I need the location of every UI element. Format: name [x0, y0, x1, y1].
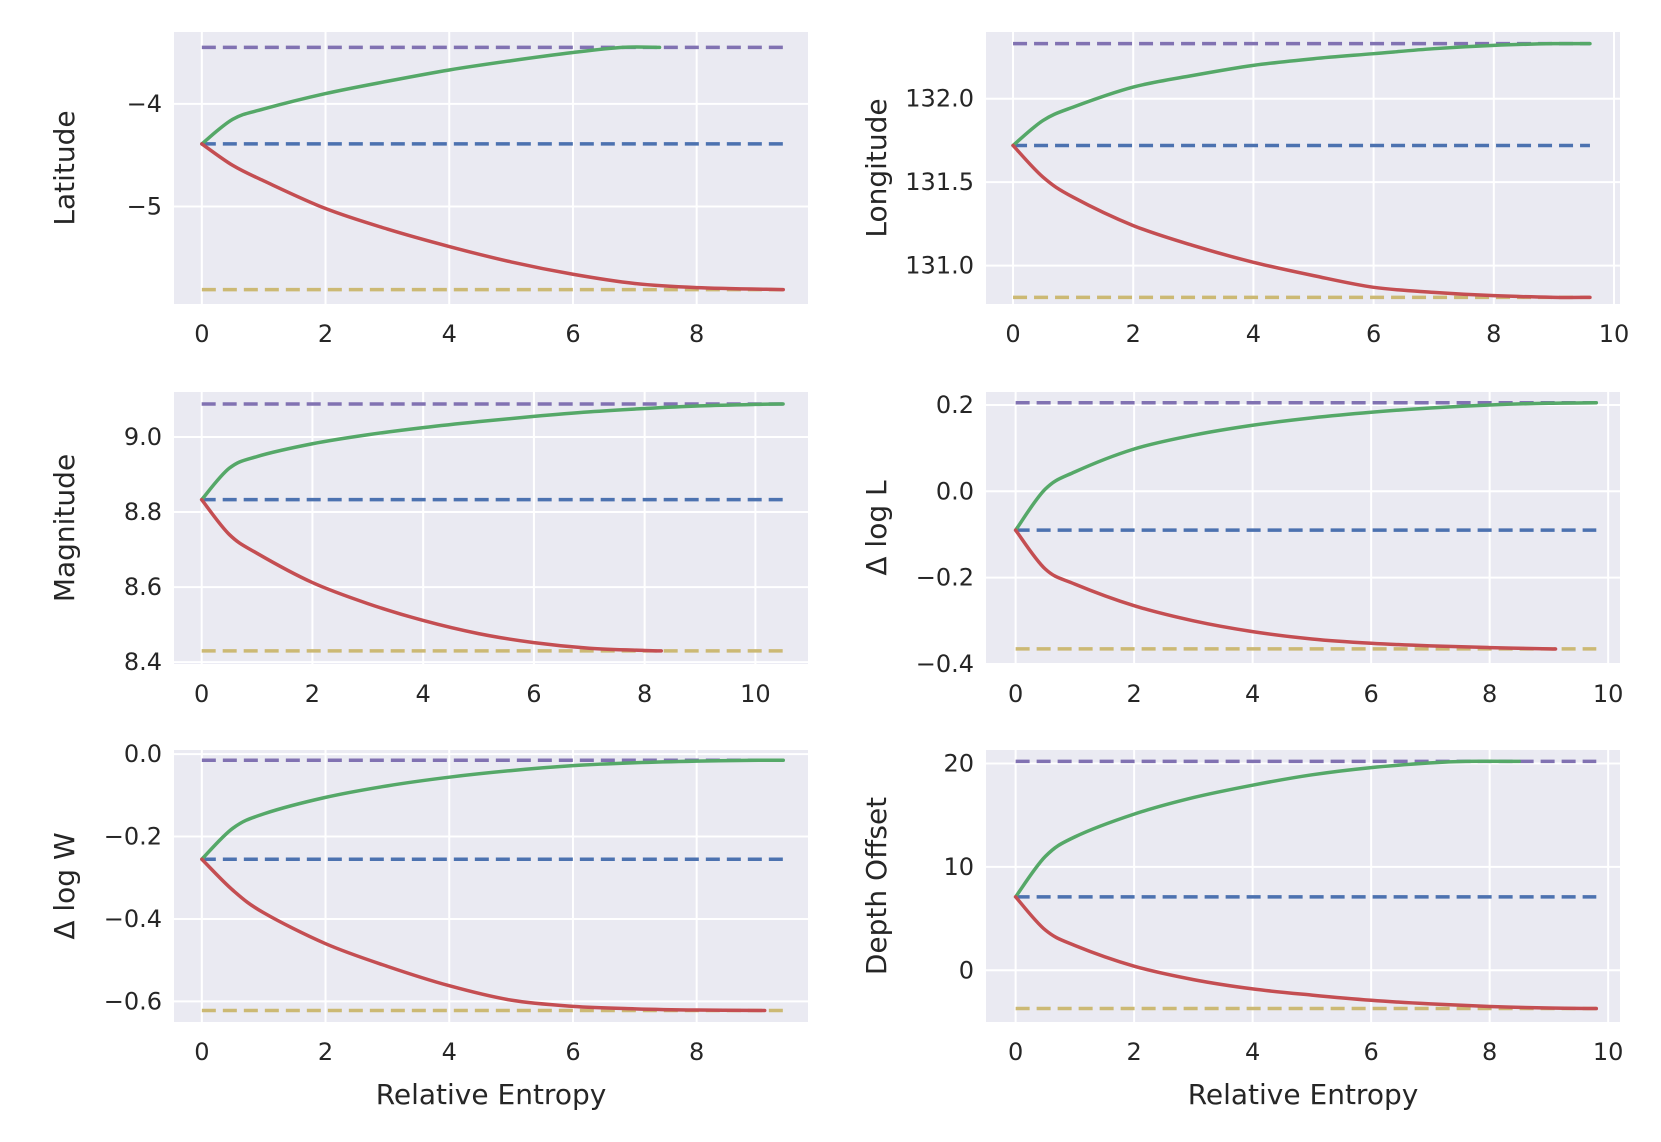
y-tick-label: −0.2 — [916, 564, 974, 592]
y-tick-label: 0.0 — [936, 477, 974, 505]
upper-curve — [1013, 759, 1522, 899]
x-tick-label: 10 — [740, 680, 771, 708]
x-tick-label: 10 — [1593, 680, 1624, 708]
plot-marks — [200, 758, 786, 1013]
x-tick-label: 8 — [1482, 680, 1497, 708]
y-tick-label: 20 — [943, 749, 974, 777]
lower-curve — [1013, 895, 1599, 1011]
upper-curve — [1011, 41, 1592, 148]
y-axis-label: Depth Offset — [860, 797, 893, 975]
y-axis-label: Longitude — [860, 98, 893, 237]
y-tick-label: −4 — [127, 90, 162, 118]
x-tick-label: 0 — [194, 680, 209, 708]
subplot-6: 0 2 4 6 8 10 20 10 0 Depth Offset Relative Entropy — [860, 749, 1623, 1111]
lower-curve — [200, 857, 767, 1013]
x-tick-label: 8 — [689, 320, 704, 348]
y-tick-label: 10 — [943, 853, 974, 881]
x-tick-label: 4 — [1245, 1038, 1260, 1066]
plot-marks — [1013, 759, 1599, 1011]
y-tick-label: −5 — [127, 192, 162, 220]
plot-marks — [1013, 401, 1599, 651]
y-tick-label: 9.0 — [124, 423, 162, 451]
plot-background — [174, 392, 808, 664]
x-tick-label: 8 — [689, 1038, 704, 1066]
plot-background — [986, 750, 1620, 1022]
x-tick-label: 10 — [1599, 320, 1630, 348]
lower-curve — [1011, 143, 1592, 300]
x-tick-label: 8 — [1482, 1038, 1497, 1066]
y-tick-label: 0.0 — [124, 740, 162, 768]
x-axis-label: Relative Entropy — [1188, 1078, 1419, 1111]
plot-background — [174, 750, 808, 1022]
x-tick-label: 4 — [416, 680, 431, 708]
subplot-5: 0 2 4 6 8 0.0 −0.2 −0.4 −0.6 Δ log W Relative Entr… — [48, 740, 808, 1111]
x-axis-label: Relative Entropy — [376, 1078, 607, 1111]
subplot-2: 0 2 4 6 8 10 132.0 131.5 131.0 Longitude — [860, 32, 1629, 348]
x-tick-label: 0 — [194, 1038, 209, 1066]
plot-background — [986, 32, 1620, 304]
upper-curve — [1013, 401, 1599, 532]
x-tick-label: 4 — [1245, 680, 1260, 708]
x-tick-label: 2 — [318, 320, 333, 348]
x-tick-label: 4 — [442, 320, 457, 348]
x-tick-label: 0 — [1008, 680, 1023, 708]
y-axis-label: Δ log L — [860, 480, 893, 576]
x-tick-label: 4 — [442, 1038, 457, 1066]
lower-curve — [1013, 528, 1558, 651]
x-tick-label: 0 — [194, 320, 209, 348]
lower-curve — [200, 142, 786, 292]
x-tick-label: 8 — [1486, 320, 1501, 348]
y-tick-label: −0.4 — [104, 905, 162, 933]
plot-marks — [200, 45, 786, 292]
y-axis-label: Latitude — [48, 110, 81, 225]
x-tick-label: 2 — [1126, 320, 1141, 348]
x-tick-label: 2 — [1126, 1038, 1141, 1066]
subplot-4: 0 2 4 6 8 10 0.2 0.0 −0.2 −0.4 Δ log L — [860, 391, 1623, 708]
y-tick-label: 8.4 — [124, 648, 162, 676]
x-tick-label: 2 — [318, 1038, 333, 1066]
x-tick-label: 0 — [1008, 1038, 1023, 1066]
upper-curve — [200, 45, 662, 146]
x-tick-label: 6 — [526, 680, 541, 708]
plot-background — [986, 392, 1620, 664]
x-tick-label: 4 — [1246, 320, 1261, 348]
y-axis-label: Δ log W — [48, 832, 81, 939]
y-tick-label: 131.5 — [905, 168, 974, 196]
lower-curve — [199, 497, 664, 653]
subplot-1: 0 2 4 6 8 −4 −5 Latitude — [48, 32, 808, 348]
x-tick-label: 6 — [1363, 1038, 1378, 1066]
x-tick-label: 6 — [565, 1038, 580, 1066]
x-tick-label: 2 — [1126, 680, 1141, 708]
y-tick-label: 132.0 — [905, 85, 974, 113]
x-tick-label: 0 — [1005, 320, 1020, 348]
y-tick-label: 8.6 — [124, 573, 162, 601]
x-tick-label: 8 — [637, 680, 652, 708]
y-tick-label: −0.2 — [104, 823, 162, 851]
x-tick-label: 2 — [305, 680, 320, 708]
y-tick-label: 0 — [959, 956, 974, 984]
y-tick-label: 8.8 — [124, 498, 162, 526]
x-tick-label: 6 — [1363, 680, 1378, 708]
x-tick-label: 10 — [1593, 1038, 1624, 1066]
y-tick-label: −0.4 — [916, 650, 974, 678]
plot-marks — [199, 402, 785, 653]
y-tick-label: 131.0 — [905, 252, 974, 280]
y-tick-label: 0.2 — [936, 391, 974, 419]
upper-curve — [199, 402, 785, 502]
x-tick-label: 6 — [565, 320, 580, 348]
subplot-3: 0 2 4 6 8 10 9.0 8.8 8.6 8.4 Magnitude — [48, 392, 808, 708]
x-tick-label: 6 — [1366, 320, 1381, 348]
plot-background — [174, 32, 808, 304]
y-axis-label: Magnitude — [48, 454, 81, 602]
upper-curve — [200, 758, 786, 861]
plot-marks — [1011, 41, 1592, 300]
y-tick-label: −0.6 — [104, 987, 162, 1015]
